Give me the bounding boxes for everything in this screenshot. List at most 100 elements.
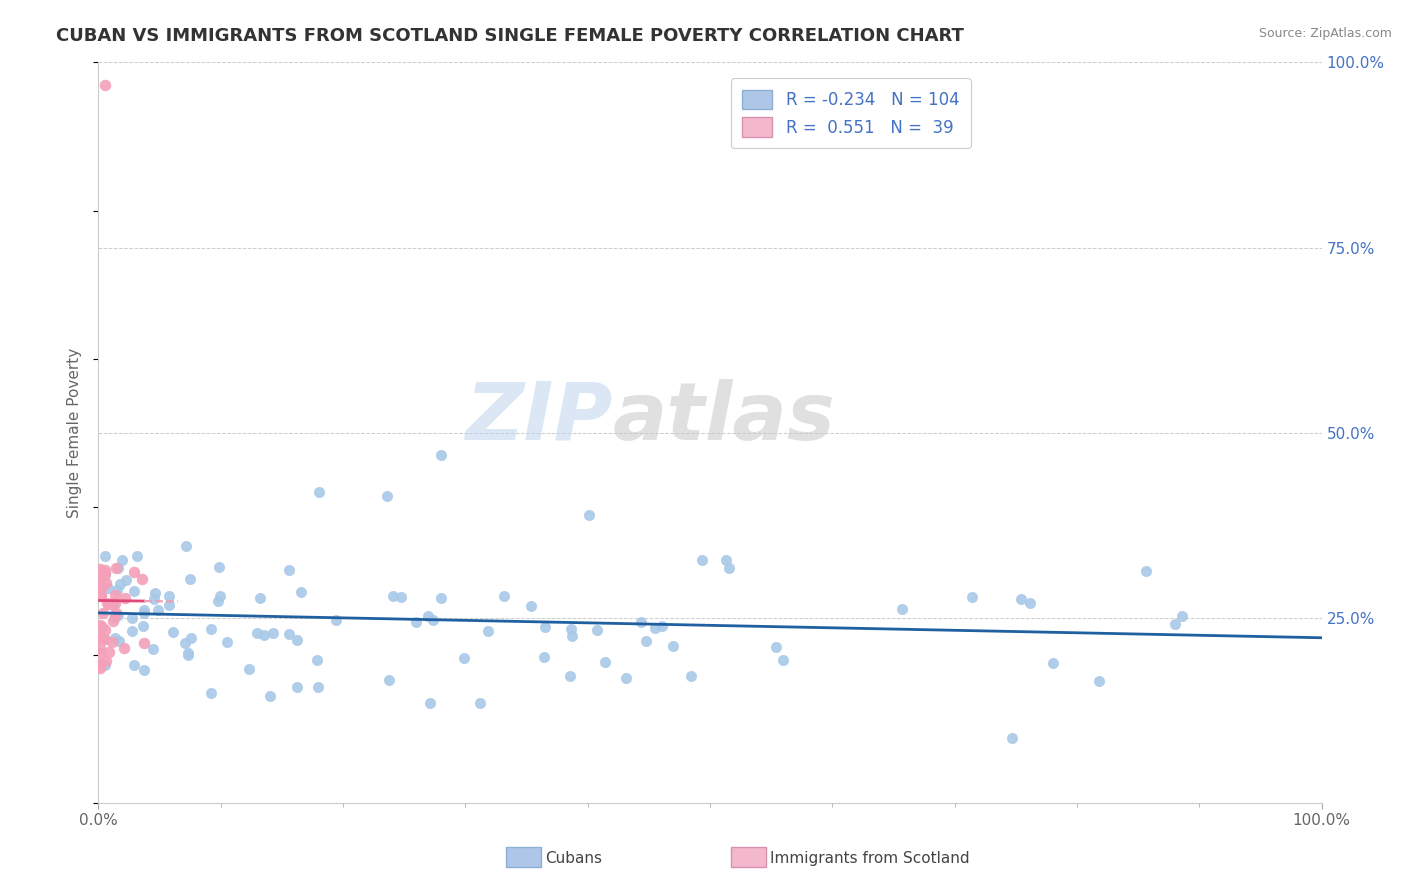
Point <box>89 661 111 675</box>
Point <box>1001 731 1024 745</box>
Point <box>101 614 124 628</box>
Point <box>249 591 271 606</box>
Point <box>492 589 515 603</box>
Point <box>644 621 666 635</box>
Point <box>378 673 401 687</box>
Point <box>104 632 127 646</box>
Point <box>93 657 115 672</box>
Point <box>690 553 713 567</box>
Point <box>89 641 111 656</box>
Point <box>662 640 685 654</box>
Point <box>97 597 120 611</box>
Point <box>143 586 166 600</box>
Point <box>104 596 127 610</box>
Point <box>107 608 129 623</box>
Point <box>90 580 112 594</box>
Point <box>89 646 111 660</box>
Point <box>134 636 156 650</box>
Text: Source: ZipAtlas.com: Source: ZipAtlas.com <box>1258 27 1392 40</box>
Point <box>94 566 117 581</box>
Point <box>578 508 600 522</box>
Point <box>122 657 145 672</box>
Point <box>634 634 657 648</box>
Point <box>122 584 145 599</box>
Point <box>89 631 111 645</box>
Point <box>94 566 117 581</box>
Point <box>103 608 125 623</box>
Point <box>533 650 555 665</box>
Point <box>200 622 222 636</box>
Point <box>93 549 115 563</box>
Point <box>101 635 124 649</box>
Point <box>207 594 229 608</box>
Point <box>104 588 127 602</box>
Point <box>132 602 155 616</box>
Point <box>105 582 128 597</box>
Point <box>132 606 155 620</box>
Text: CUBAN VS IMMIGRANTS FROM SCOTLAND SINGLE FEMALE POVERTY CORRELATION CHART: CUBAN VS IMMIGRANTS FROM SCOTLAND SINGLE… <box>56 27 965 45</box>
Point <box>765 640 787 654</box>
Point <box>305 653 328 667</box>
Point <box>422 614 444 628</box>
Point <box>94 575 117 590</box>
Point <box>290 584 312 599</box>
Point <box>101 598 124 612</box>
Point <box>960 590 983 604</box>
Point <box>262 625 284 640</box>
Point <box>651 619 673 633</box>
Point <box>1010 592 1032 607</box>
Text: Immigrants from Scotland: Immigrants from Scotland <box>770 851 970 865</box>
Point <box>93 567 115 582</box>
Point <box>179 572 201 586</box>
Point <box>89 657 111 672</box>
Point <box>93 632 115 646</box>
Point <box>277 627 299 641</box>
Point <box>418 609 440 624</box>
Point <box>93 78 115 92</box>
Point <box>200 686 222 700</box>
Point <box>104 561 127 575</box>
Point <box>217 635 239 649</box>
Point <box>208 560 231 574</box>
Point <box>162 625 184 640</box>
Point <box>146 603 169 617</box>
Point <box>714 553 737 567</box>
Text: Cubans: Cubans <box>546 851 603 865</box>
Point <box>97 581 120 595</box>
Y-axis label: Single Female Poverty: Single Female Poverty <box>67 348 83 517</box>
Point <box>134 664 156 678</box>
Point <box>114 591 136 605</box>
Point <box>98 645 121 659</box>
Point <box>259 689 281 703</box>
Point <box>1018 596 1040 610</box>
Point <box>132 618 155 632</box>
Point <box>586 623 609 637</box>
Point <box>112 641 135 656</box>
Point <box>453 651 475 665</box>
Point <box>1170 609 1192 624</box>
Point <box>1042 656 1064 670</box>
Point <box>96 654 118 668</box>
Text: atlas: atlas <box>612 379 835 457</box>
Point <box>142 592 165 607</box>
Point <box>375 489 398 503</box>
Point <box>405 615 427 630</box>
Point <box>238 663 260 677</box>
Point <box>382 589 405 603</box>
Point <box>111 553 134 567</box>
Point <box>519 599 541 613</box>
Point <box>208 590 231 604</box>
Point <box>681 669 703 683</box>
Point <box>560 668 582 682</box>
Point <box>718 561 741 575</box>
Legend: R = -0.234   N = 104, R =  0.551   N =  39: R = -0.234 N = 104, R = 0.551 N = 39 <box>731 78 970 148</box>
Point <box>107 560 129 574</box>
Point <box>287 680 309 694</box>
Point <box>90 574 112 589</box>
Point <box>121 624 143 639</box>
Point <box>477 624 499 639</box>
Point <box>93 632 115 647</box>
Point <box>90 620 112 634</box>
Point <box>173 636 195 650</box>
Point <box>468 696 491 710</box>
